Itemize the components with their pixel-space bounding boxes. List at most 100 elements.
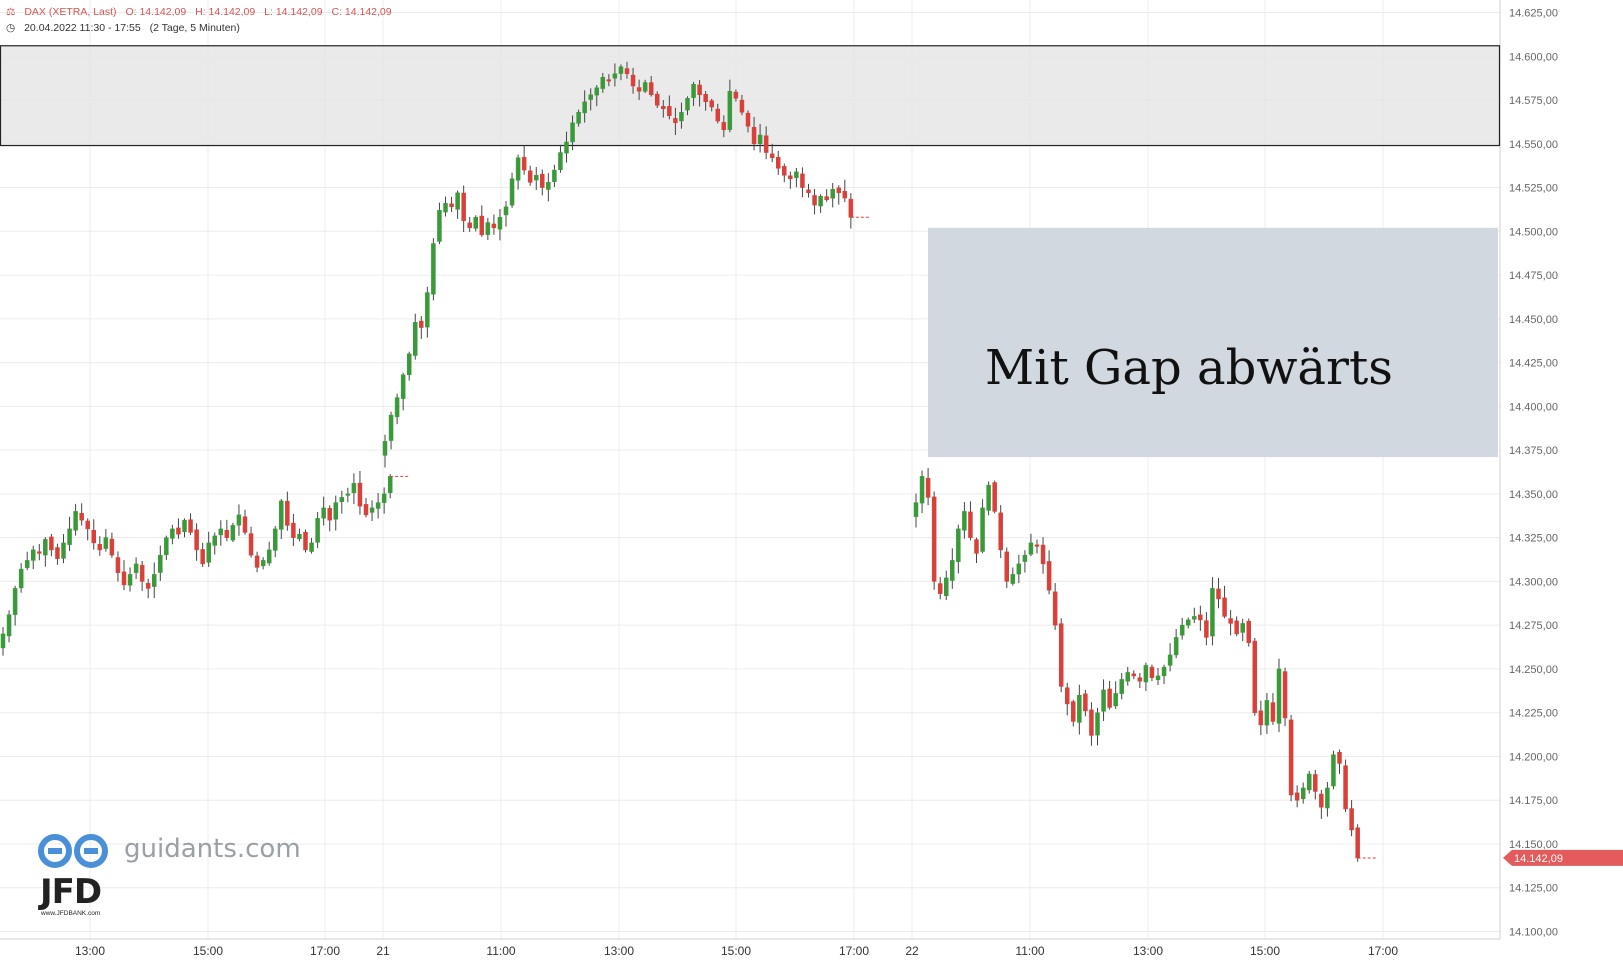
candle-body [931, 496, 937, 582]
y-tick-label: 14.525,00 [1509, 183, 1558, 195]
candle-body [630, 74, 636, 87]
candle-body [1270, 702, 1276, 722]
y-tick-label: 14.225,00 [1509, 708, 1558, 720]
candle-body [1119, 679, 1124, 694]
candle-body [1179, 624, 1185, 636]
candle-body [594, 87, 599, 96]
candle-body [449, 203, 454, 208]
candle-body [1276, 668, 1282, 724]
candle-body [206, 542, 211, 563]
y-tick-label: 14.150,00 [1509, 839, 1558, 851]
candle-body [1101, 689, 1106, 712]
y-tick-label: 14.250,00 [1509, 664, 1558, 676]
candle-body [1282, 671, 1288, 719]
range-header: ◷ 20.04.2022 11:30 - 17:55 (2 Tage, 5 Mi… [6, 22, 246, 34]
candle-body [443, 203, 448, 213]
candle-body [679, 112, 684, 122]
candle-body [1095, 712, 1100, 736]
candle-body [303, 531, 308, 551]
candle-body [425, 292, 430, 328]
candle-body [285, 500, 290, 526]
candle-body [956, 528, 961, 562]
date-range: 20.04.2022 11:30 - 17:55 [24, 22, 141, 34]
candle-body [1004, 551, 1009, 582]
candle-body [375, 502, 381, 509]
candle-body [913, 502, 919, 517]
candle-body [55, 547, 60, 559]
candle-body [1234, 620, 1239, 635]
candle-body [431, 243, 436, 295]
instrument-header: ⚖ DAX (XETRA, Last) O: 14.142,09 H: 14.1… [6, 6, 398, 18]
y-tick-label: 14.125,00 [1509, 883, 1558, 895]
candle-body [91, 530, 96, 544]
x-tick-label: 15:00 [193, 944, 223, 958]
candle-body [776, 156, 781, 169]
candle-body [212, 535, 217, 546]
candle-body [1337, 751, 1342, 764]
candle-body [291, 522, 296, 538]
candle-body [479, 215, 485, 236]
candle-body [1107, 688, 1112, 708]
candle-body [769, 153, 775, 159]
candle-body [115, 557, 121, 573]
candle-body [1319, 793, 1324, 808]
candle-body [413, 322, 418, 356]
candle-body [515, 157, 521, 181]
candle-body [1034, 544, 1040, 547]
candle-body [521, 157, 527, 171]
candle-body [176, 527, 181, 535]
y-tick-label: 14.350,00 [1509, 489, 1558, 501]
x-tick-label: 11:00 [486, 944, 515, 958]
x-tick-label: 21 [376, 944, 390, 958]
candle-body [497, 217, 503, 230]
candle-body [1089, 709, 1094, 736]
y-tick-label: 14.325,00 [1509, 533, 1558, 545]
x-tick-label: 11:00 [1015, 944, 1044, 958]
candle-body [925, 477, 931, 498]
candle-body [121, 571, 127, 586]
candle-body [818, 196, 823, 207]
candle-body [127, 574, 133, 586]
candle-body [582, 101, 587, 114]
candle-body [79, 512, 84, 521]
candle-body [667, 106, 672, 117]
candle-body [188, 519, 193, 533]
y-tick-label: 14.275,00 [1509, 620, 1558, 632]
interval: (2 Tage, 5 Minuten) [149, 22, 240, 34]
candle-body [437, 210, 442, 242]
candle-body [534, 175, 539, 181]
candle-body [937, 583, 943, 594]
candle-body [109, 538, 115, 556]
candle-body [836, 187, 841, 194]
y-tick-label: 14.475,00 [1509, 270, 1558, 282]
candle-body [745, 112, 751, 127]
ohlc-close: C: 14.142,09 [331, 6, 392, 18]
candle-body [1294, 792, 1300, 801]
candle-body [782, 166, 787, 176]
jfd-logo-sub: www.JFDBANK.com [41, 910, 101, 917]
candle-body [18, 568, 24, 589]
candle-body [230, 525, 236, 541]
candle-body [992, 482, 997, 512]
jfd-logo: JFD [40, 872, 102, 912]
candle-body [986, 484, 991, 511]
candle-body [842, 190, 848, 199]
resistance-zone [0, 45, 1501, 147]
x-tick-label: 15:00 [721, 944, 751, 958]
candle-body [1077, 694, 1082, 723]
candle-body [485, 222, 491, 235]
candle-body [558, 152, 563, 170]
y-tick-label: 14.575,00 [1509, 95, 1558, 107]
candle-body [552, 169, 557, 182]
candle-body [97, 544, 103, 551]
candle-body [382, 441, 388, 456]
candle-body [673, 118, 678, 124]
candle-body [1258, 710, 1264, 726]
y-tick-label: 14.550,00 [1509, 139, 1558, 151]
candle-body [1167, 654, 1173, 666]
candle-body [1325, 787, 1330, 809]
candle-body [37, 551, 42, 554]
clock-icon: ◷ [6, 22, 16, 34]
candle-body [944, 577, 949, 597]
